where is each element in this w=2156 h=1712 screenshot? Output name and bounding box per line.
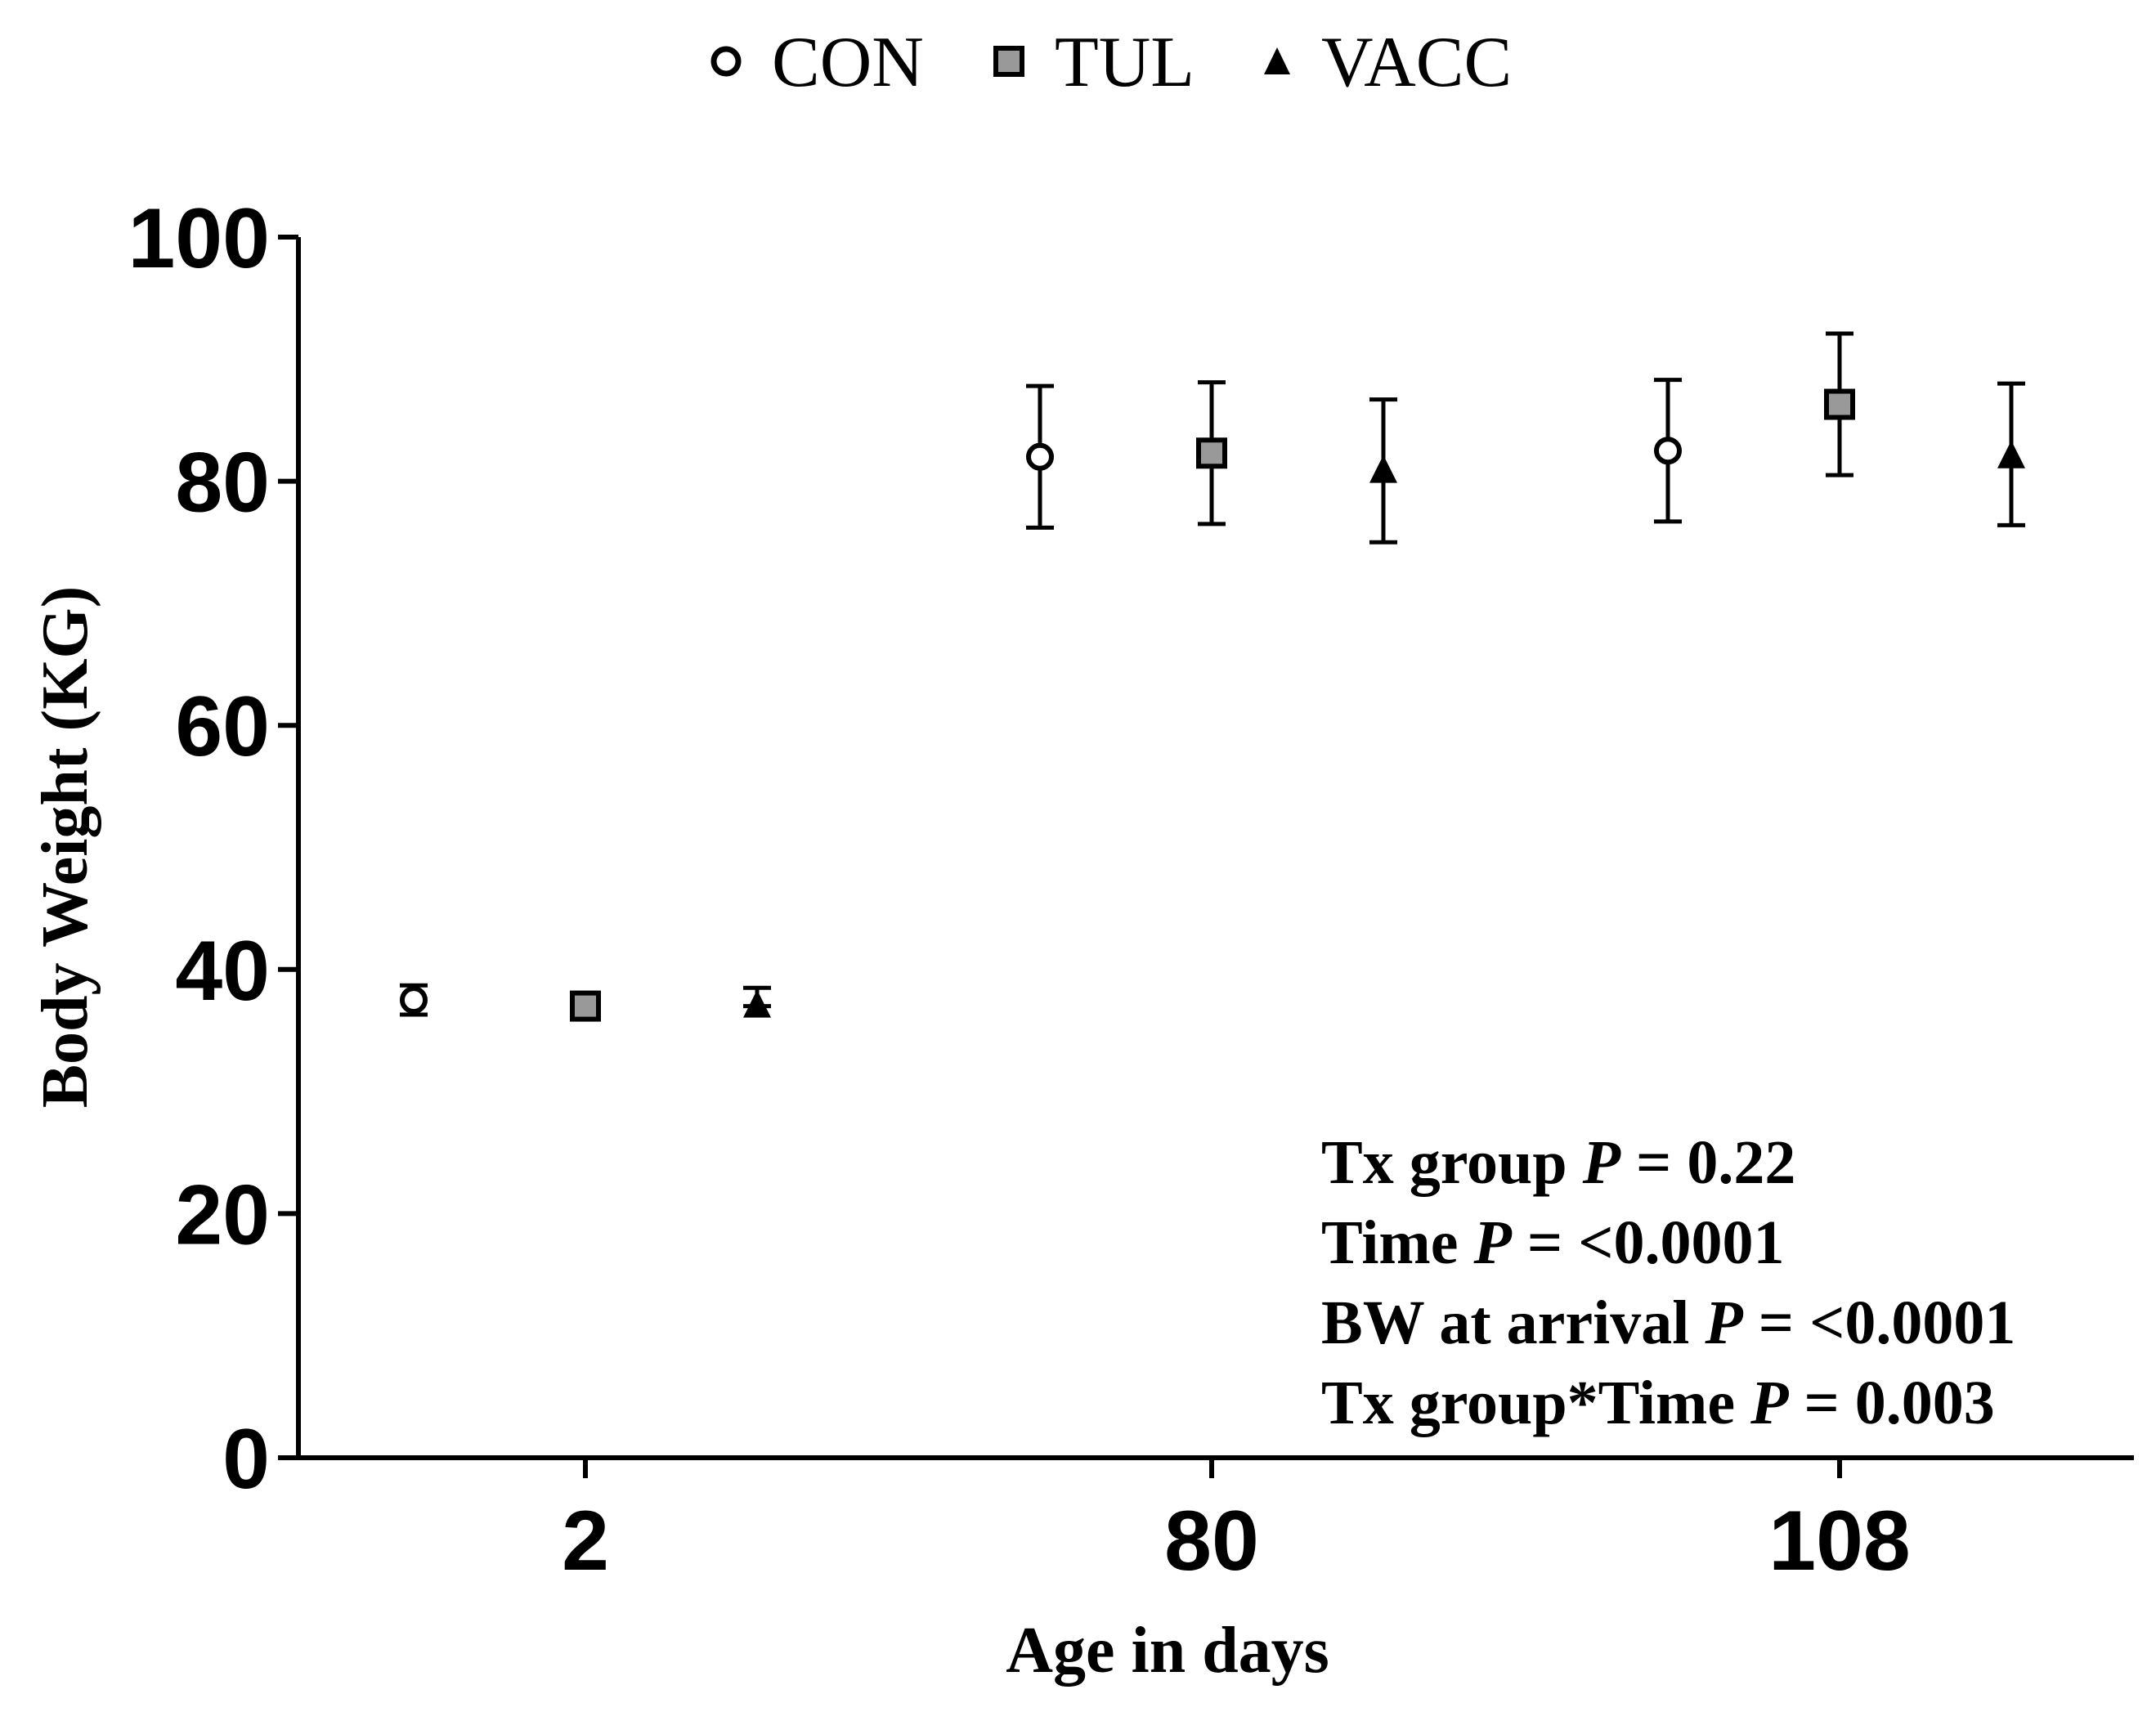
- x-tick-label: 2: [562, 1494, 609, 1589]
- marker-triangle: [1997, 440, 2025, 468]
- point-vacc-80: [1369, 397, 1397, 545]
- point-con-80: [1026, 383, 1054, 530]
- marker-circle: [400, 986, 428, 1015]
- point-tul-2: [570, 990, 601, 1022]
- legend-con-label: CON: [772, 23, 924, 102]
- point-vacc-2: [743, 985, 771, 1018]
- stat-line-4: Tx group*Time P = 0.003: [1321, 1369, 1995, 1437]
- marker-square: [1824, 388, 1855, 420]
- legend-vacc-marker: [1264, 47, 1290, 74]
- y-axis-title: Body Weight (KG): [29, 586, 101, 1109]
- point-con-2: [400, 983, 428, 1017]
- stat-line-3: BW at arrival P = <0.0001: [1321, 1288, 2015, 1357]
- x-tick-label: 80: [1164, 1494, 1259, 1589]
- axes: [296, 237, 2134, 1460]
- x-axis-title: Age in days: [1006, 1615, 1329, 1687]
- point-tul-108: [1824, 331, 1855, 477]
- data-marks: [400, 331, 2025, 1022]
- marker-circle: [1026, 442, 1054, 471]
- x-ticks: 2 80 108: [562, 1458, 1911, 1589]
- stats-annotation: Tx group P = 0.22 Time P = <0.0001 BW at…: [1321, 1128, 2015, 1437]
- y-tick-label: 60: [175, 679, 270, 774]
- point-tul-80: [1196, 380, 1227, 527]
- point-con-108: [1654, 378, 1682, 524]
- y-tick-label: 100: [128, 191, 270, 286]
- marker-square: [1196, 437, 1227, 469]
- x-tick-label: 108: [1768, 1494, 1911, 1589]
- marker-triangle: [1369, 455, 1397, 483]
- legend-tul-marker: [993, 46, 1024, 77]
- y-tick-label: 20: [175, 1167, 270, 1262]
- marker-square: [570, 990, 601, 1022]
- stat-line-1: Tx group P = 0.22: [1321, 1128, 1795, 1197]
- point-vacc-108: [1997, 381, 2025, 527]
- legend-con-marker: [710, 46, 742, 77]
- y-ticks: 0 20 40 60 80 100: [128, 191, 298, 1507]
- marker-triangle: [743, 989, 771, 1018]
- y-tick-label: 80: [175, 436, 270, 531]
- stat-line-2: Time P = <0.0001: [1321, 1208, 1785, 1277]
- legend-tul-label: TUL: [1055, 23, 1195, 102]
- marker-circle: [1654, 437, 1682, 465]
- y-tick-label: 40: [175, 924, 270, 1019]
- legend-vacc-label: VACC: [1321, 23, 1512, 102]
- y-tick-label: 0: [222, 1412, 270, 1507]
- legend: CON TUL VACC: [710, 23, 1512, 102]
